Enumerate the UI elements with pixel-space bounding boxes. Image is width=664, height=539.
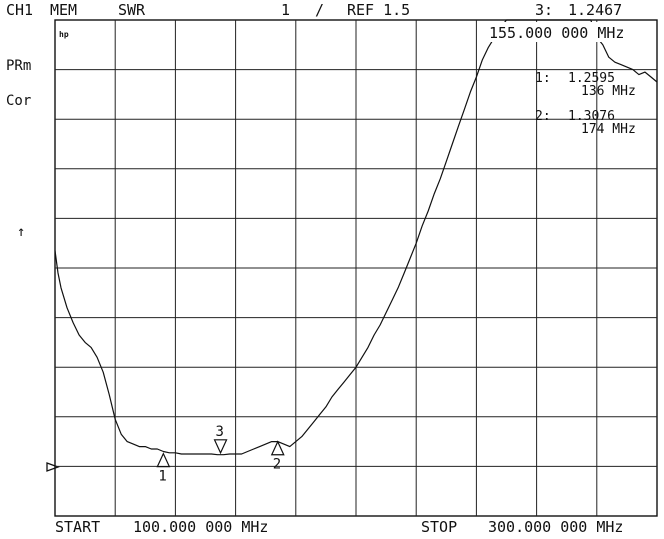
active-marker-frequency: 155.000 000 MHz: [489, 24, 624, 42]
active-marker-value: 1.2467: [568, 1, 622, 19]
reference-arrow-icon: ↑: [17, 224, 25, 240]
stop-frequency: 300.000 000 MHz: [488, 518, 623, 536]
marker-1-value: 1.2595: [568, 71, 615, 86]
scale-label: 1: [281, 1, 290, 19]
reference-position-icon: [46, 462, 60, 472]
marker-1-label: 1:: [535, 71, 551, 86]
marker-1-number: 1: [158, 469, 166, 485]
scale-separator: /: [315, 1, 324, 19]
marker-1-triangle-icon: [156, 452, 171, 468]
marker-3-triangle-icon: [213, 439, 228, 455]
marker-2-value: 1.3076: [568, 109, 615, 124]
marker-3-number: 3: [216, 424, 224, 440]
active-marker-readout-background: [486, 22, 656, 42]
active-marker-label: 3:: [535, 1, 553, 19]
marker-2-triangle-icon: [270, 440, 285, 456]
graticule: [54, 19, 658, 517]
start-label: START: [55, 518, 100, 536]
marker-2-frequency: 174 MHz: [581, 122, 636, 137]
memory-label: MEM: [50, 1, 77, 19]
start-frequency: 100.000 000 MHz: [133, 518, 268, 536]
parameter-status: PRm: [6, 58, 31, 74]
reference-label: REF 1.5: [347, 1, 410, 19]
channel-label: CH1: [6, 1, 33, 19]
correction-status: Cor: [6, 93, 31, 109]
stop-label: STOP: [421, 518, 457, 536]
marker-2-number: 2: [273, 457, 281, 473]
swr-trace: [54, 19, 658, 456]
marker-1-frequency: 136 MHz: [581, 84, 636, 99]
hp-logo: hp: [59, 30, 69, 39]
marker-layer: 1 2 3: [156, 424, 285, 485]
format-label: SWR: [118, 1, 146, 19]
marker-2-label: 2:: [535, 109, 551, 124]
